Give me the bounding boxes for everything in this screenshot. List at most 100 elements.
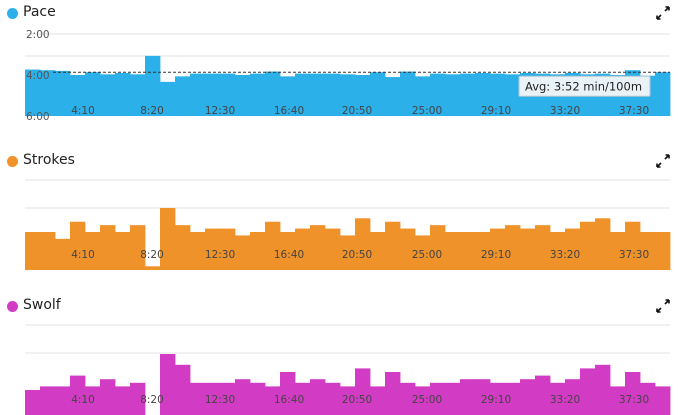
- bar[interactable]: [550, 382, 566, 415]
- bar[interactable]: [445, 382, 461, 415]
- bar[interactable]: [190, 73, 206, 116]
- bar[interactable]: [70, 75, 86, 116]
- bar[interactable]: [490, 73, 506, 116]
- expand-icon[interactable]: [656, 6, 670, 20]
- bar[interactable]: [100, 74, 116, 116]
- bar[interactable]: [250, 382, 266, 415]
- bar[interactable]: [115, 72, 131, 116]
- bar[interactable]: [235, 379, 251, 415]
- bar[interactable]: [295, 73, 311, 116]
- bar[interactable]: [280, 372, 296, 415]
- bar[interactable]: [520, 379, 536, 415]
- bar[interactable]: [160, 81, 176, 116]
- bar[interactable]: [445, 74, 461, 116]
- bar[interactable]: [205, 228, 221, 270]
- bar[interactable]: [265, 221, 281, 270]
- bar[interactable]: [460, 232, 476, 270]
- bar[interactable]: [490, 382, 506, 415]
- bar[interactable]: [70, 221, 86, 270]
- bar[interactable]: [580, 368, 596, 415]
- bar[interactable]: [430, 382, 446, 415]
- bar[interactable]: [505, 225, 521, 270]
- bar[interactable]: [625, 221, 641, 270]
- bar[interactable]: [460, 379, 476, 415]
- bar[interactable]: [655, 386, 671, 415]
- bar[interactable]: [310, 379, 326, 415]
- bar[interactable]: [100, 225, 116, 270]
- bar[interactable]: [490, 228, 506, 270]
- bar[interactable]: [205, 73, 221, 116]
- bar[interactable]: [340, 235, 356, 270]
- bar[interactable]: [85, 232, 101, 270]
- bar[interactable]: [505, 382, 521, 415]
- expand-icon[interactable]: [656, 154, 670, 168]
- bar[interactable]: [340, 74, 356, 116]
- bar[interactable]: [580, 221, 596, 270]
- bar[interactable]: [355, 218, 371, 270]
- bar[interactable]: [310, 225, 326, 270]
- bar[interactable]: [370, 232, 386, 270]
- bar[interactable]: [250, 73, 266, 116]
- bar[interactable]: [400, 228, 416, 270]
- bar[interactable]: [85, 386, 101, 415]
- bar[interactable]: [25, 69, 41, 116]
- bar[interactable]: [115, 386, 131, 415]
- bar[interactable]: [400, 71, 416, 116]
- bar[interactable]: [460, 73, 476, 116]
- bar[interactable]: [565, 228, 581, 270]
- bar[interactable]: [355, 75, 371, 116]
- bar[interactable]: [115, 232, 131, 270]
- bar[interactable]: [535, 225, 551, 270]
- bar[interactable]: [310, 73, 326, 116]
- bar[interactable]: [640, 232, 656, 270]
- bar[interactable]: [445, 232, 461, 270]
- bar[interactable]: [415, 76, 431, 116]
- bar[interactable]: [265, 386, 281, 415]
- bar[interactable]: [520, 228, 536, 270]
- bar[interactable]: [175, 76, 191, 116]
- bar[interactable]: [430, 225, 446, 270]
- bar[interactable]: [610, 386, 626, 415]
- bar[interactable]: [655, 232, 671, 270]
- bar[interactable]: [220, 228, 236, 270]
- bar[interactable]: [40, 232, 56, 270]
- bar[interactable]: [190, 232, 206, 270]
- bar[interactable]: [325, 228, 341, 270]
- bar[interactable]: [430, 73, 446, 116]
- bar[interactable]: [175, 364, 191, 415]
- bar[interactable]: [295, 228, 311, 270]
- bar[interactable]: [130, 74, 146, 116]
- bar[interactable]: [145, 266, 161, 270]
- bar[interactable]: [70, 375, 86, 415]
- bar[interactable]: [505, 74, 521, 116]
- bar[interactable]: [640, 382, 656, 415]
- bar[interactable]: [145, 55, 161, 116]
- bar[interactable]: [265, 71, 281, 116]
- bar[interactable]: [565, 379, 581, 415]
- bar[interactable]: [40, 70, 56, 116]
- bar[interactable]: [235, 75, 251, 116]
- bar[interactable]: [325, 73, 341, 116]
- bar[interactable]: [25, 390, 41, 415]
- bar[interactable]: [25, 232, 41, 270]
- bar[interactable]: [385, 221, 401, 270]
- bar[interactable]: [130, 225, 146, 270]
- bar[interactable]: [535, 375, 551, 415]
- bar[interactable]: [475, 232, 491, 270]
- bar[interactable]: [220, 73, 236, 116]
- bar[interactable]: [370, 72, 386, 116]
- bar[interactable]: [655, 72, 671, 116]
- bar[interactable]: [415, 386, 431, 415]
- bar[interactable]: [550, 232, 566, 270]
- bar[interactable]: [475, 379, 491, 415]
- bar[interactable]: [40, 386, 56, 415]
- bar[interactable]: [475, 72, 491, 116]
- bar[interactable]: [595, 364, 611, 415]
- bar[interactable]: [250, 232, 266, 270]
- bar[interactable]: [55, 70, 71, 116]
- bar[interactable]: [610, 232, 626, 270]
- bar[interactable]: [160, 354, 176, 415]
- bar[interactable]: [385, 372, 401, 415]
- bar[interactable]: [385, 77, 401, 116]
- bar[interactable]: [340, 386, 356, 415]
